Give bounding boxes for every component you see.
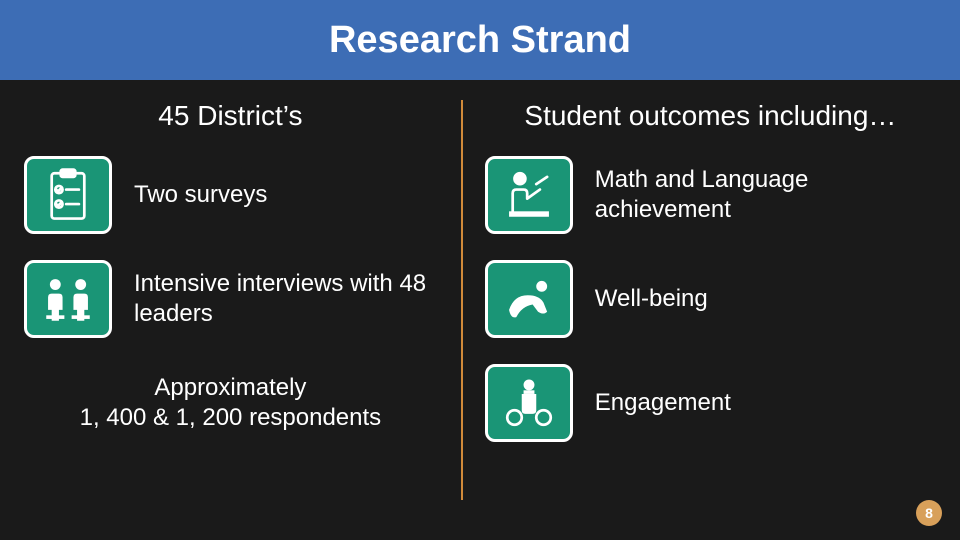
left-heading: 45 District’s (24, 100, 437, 132)
slide-title: Research Strand (329, 19, 631, 62)
right-column: Student outcomes including… Math and Lan… (461, 100, 960, 510)
left-row-1-text: Intensive interviews with 48 leaders (134, 269, 437, 329)
title-bar: Research Strand (0, 0, 960, 80)
left-row-1: Intensive interviews with 48 leaders (24, 260, 437, 338)
clipboard-check-icon (24, 156, 112, 234)
content-area: 45 District’s Two surveys (0, 80, 960, 510)
right-row-0-text: Math and Language achievement (595, 165, 936, 225)
right-row-2-text: Engagement (595, 388, 731, 418)
right-row-0: Math and Language achievement (485, 156, 936, 234)
left-row-0-text: Two surveys (134, 180, 267, 210)
right-row-2: Engagement (485, 364, 936, 442)
right-heading: Student outcomes including… (485, 100, 936, 132)
left-column: 45 District’s Two surveys (0, 100, 461, 510)
left-row-2-text: Approximately 1, 400 & 1, 200 respondent… (80, 373, 382, 433)
left-row-0: Two surveys (24, 156, 437, 234)
right-row-1: Well-being (485, 260, 936, 338)
wellbeing-icon (485, 260, 573, 338)
left-row-2: Approximately 1, 400 & 1, 200 respondent… (24, 364, 437, 442)
interview-icon (24, 260, 112, 338)
right-row-1-text: Well-being (595, 284, 708, 314)
engagement-icon (485, 364, 573, 442)
teacher-icon (485, 156, 573, 234)
page-number: 8 (925, 505, 933, 521)
page-number-badge: 8 (916, 500, 942, 526)
